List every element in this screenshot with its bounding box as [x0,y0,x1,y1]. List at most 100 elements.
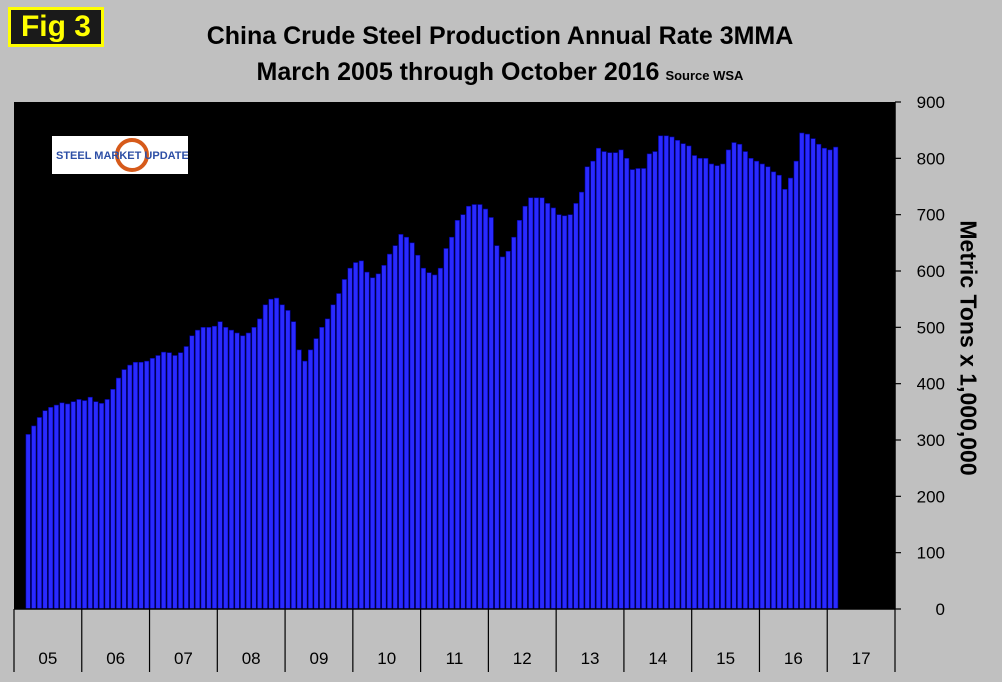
bar [409,242,415,610]
bar [347,267,353,610]
x-axis: 05 06 07 08 09 10 11 12 13 14 15 16 17 [13,608,896,672]
bar [499,256,506,610]
bar [138,361,144,610]
bar [652,151,658,610]
bar [223,327,229,610]
bar [172,355,178,610]
x-tick-label: 05 [38,649,57,668]
bar [426,272,432,610]
chart-title: China Crude Steel Production Annual Rate… [206,22,794,50]
bar [31,425,37,610]
bar [550,207,556,610]
bar [53,404,59,610]
bar [658,135,664,610]
bar [65,403,71,610]
bar [595,147,602,610]
bar [415,254,421,610]
bar [262,304,268,610]
bar [799,132,805,610]
x-tick-label: 13 [581,649,600,668]
bar [392,245,398,610]
bar [319,327,325,610]
bar [398,234,404,610]
bar [48,407,54,610]
bar [200,327,206,610]
chart-subtitle: March 2005 through October 2016 [256,58,660,86]
bar [601,151,607,610]
bar [443,248,449,610]
bar [821,147,827,610]
bar [358,260,364,610]
bar [629,169,635,610]
bar [697,158,703,610]
y-tick-label: 300 [917,431,945,450]
bar [528,197,534,610]
bar [488,217,494,610]
y-tick-label: 700 [917,206,945,225]
bar [562,215,568,610]
bar [387,253,393,610]
x-tick-label: 09 [310,649,329,668]
logo-swoosh-center [123,146,141,164]
steel-market-update-logo: STEEL MARKET UPDATE [52,136,189,174]
bar [663,135,669,610]
bar [296,349,302,610]
y-tick-label: 100 [917,544,945,563]
bar [748,158,754,610]
bar [669,136,675,610]
bar [274,297,280,610]
y-tick-label: 0 [936,600,945,619]
bar [178,352,184,610]
bar [76,399,82,610]
bar [691,155,698,610]
y-tick-label: 200 [917,487,945,506]
bar [635,168,641,610]
bar [240,335,246,610]
bar [245,332,251,610]
bar [149,358,155,610]
bar [166,352,172,610]
bar [206,327,212,610]
bar [584,166,590,610]
bar [737,143,743,610]
bar [833,146,839,610]
bar [804,133,810,610]
bar [641,168,647,610]
bar [460,214,466,610]
bar [477,204,483,610]
y-tick-label: 400 [917,375,945,394]
bar [624,158,630,610]
bar [121,369,127,610]
x-tick-label: 11 [446,649,464,668]
chart-subtitle-row: March 2005 through October 2016 Source WS… [150,58,850,87]
bar [590,160,596,610]
bar [307,349,314,610]
plot-area [14,102,895,609]
bar [827,149,833,610]
bar [533,197,539,610]
bar [686,145,692,610]
bar [211,325,218,610]
bar [132,361,138,610]
bar [42,410,48,610]
bar [285,310,291,610]
x-tick-label: 08 [242,649,261,668]
bar [432,274,438,610]
y-tick-label: 600 [917,262,945,281]
bar [341,279,347,610]
bar [313,338,319,610]
x-tick-label: 17 [852,649,871,668]
bar [161,351,167,610]
bar [494,245,500,610]
bar [675,140,681,610]
y-axis: 0 100 200 300 400 500 600 700 800 900 [894,93,945,619]
bar [466,205,472,610]
bar [87,396,93,610]
bar [82,400,88,610]
bar [522,205,528,610]
bar [279,304,285,610]
bar [127,364,133,610]
bar [776,174,782,610]
bar [291,321,297,610]
bar [511,236,517,610]
